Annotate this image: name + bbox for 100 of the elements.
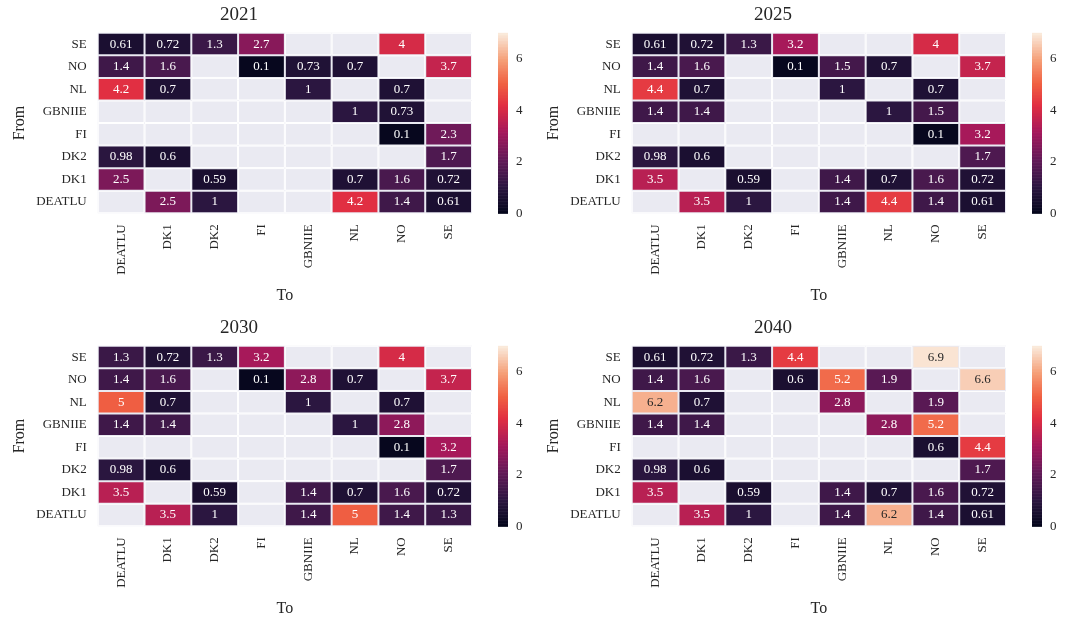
- data-label: 0.72: [971, 483, 994, 499]
- y-tick-label: DK2: [61, 461, 87, 477]
- data-label: 1: [885, 103, 893, 119]
- data-label: 5.2: [927, 416, 944, 432]
- data-label: 2.5: [159, 193, 177, 209]
- data-label: 1: [351, 103, 359, 119]
- data-label: 0.61: [643, 348, 667, 364]
- y-tick-label: SE: [605, 35, 621, 51]
- data-label: 0.59: [737, 483, 761, 499]
- data-label: 5: [117, 393, 125, 409]
- y-tick-label: NO: [67, 58, 87, 74]
- data-label: 3.2: [253, 348, 270, 364]
- data-label: 0.72: [437, 170, 460, 186]
- data-label: 0.72: [156, 35, 180, 51]
- data-label: 2.8: [880, 416, 898, 432]
- data-label: 2.7: [253, 35, 271, 51]
- x-tick-label: NO: [393, 224, 409, 244]
- color-bar-label: 2: [516, 466, 523, 482]
- data-label: 0.7: [693, 393, 711, 409]
- y-tick-label: NO: [67, 371, 87, 387]
- data-label: 0.1: [393, 438, 410, 454]
- data-label: 0.98: [109, 461, 133, 477]
- data-label: 1.6: [393, 170, 411, 186]
- data-label: 0.59: [737, 170, 761, 186]
- data-label: 3.2: [974, 125, 991, 141]
- data-label: 0.72: [971, 170, 994, 186]
- data-label: 1.3: [440, 506, 457, 522]
- data-label: 0.61: [971, 506, 994, 522]
- y-tick-label: SE: [605, 348, 621, 364]
- color-bar-label: 0: [516, 204, 523, 220]
- data-label: 1.4: [300, 506, 317, 522]
- y-tick-label: DEATLU: [570, 193, 622, 209]
- data-label: 1.4: [834, 193, 851, 209]
- data-label: 1: [305, 80, 312, 96]
- data-label: 1.4: [834, 170, 851, 186]
- data-label: 1.6: [393, 483, 411, 499]
- data-label: 3.7: [440, 58, 458, 74]
- data-label: 0.59: [203, 483, 227, 499]
- chart-title: 2040: [754, 316, 792, 338]
- color-bar-label: 2: [516, 153, 523, 169]
- y-tick-label: DK2: [61, 148, 87, 164]
- x-tick-label: FI: [786, 224, 802, 236]
- data-label: 0.7: [346, 58, 364, 74]
- data-label: 0.61: [643, 35, 667, 51]
- data-label: 1.4: [393, 193, 411, 209]
- data-label: 1: [351, 416, 359, 432]
- data-label: 1.7: [974, 461, 992, 477]
- data-label: 1.4: [113, 58, 130, 74]
- color-bar-label: 2: [1050, 153, 1057, 169]
- x-tick-label: FI: [252, 224, 268, 236]
- x-tick-label: DEATLU: [646, 223, 662, 275]
- data-label: 3.7: [974, 58, 992, 74]
- x-axis-title: To: [810, 598, 828, 616]
- data-label: 1.4: [647, 371, 664, 387]
- y-tick-label: GBNIIE: [42, 103, 87, 119]
- data-label: 3.5: [693, 506, 711, 522]
- data-label: 0.7: [159, 393, 177, 409]
- color-bar-label: 0: [1050, 517, 1057, 533]
- data-label: 1.6: [159, 58, 177, 74]
- y-tick-label: GBNIIE: [42, 416, 87, 432]
- data-label: 1.4: [113, 371, 130, 387]
- data-label: 0.7: [927, 80, 945, 96]
- data-label: 0.6: [927, 438, 945, 454]
- data-label: 1.7: [440, 461, 458, 477]
- x-tick-label: DK2: [740, 224, 756, 250]
- data-label: 0.73: [390, 103, 414, 119]
- y-tick-label: NL: [69, 393, 87, 409]
- data-label: 1.4: [693, 103, 711, 119]
- data-label: 1.3: [206, 348, 223, 364]
- data-label: 0.6: [693, 148, 711, 164]
- data-label: 0.61: [971, 193, 994, 209]
- data-label: 6.2: [880, 506, 898, 522]
- data-label: 6.9: [927, 348, 944, 364]
- y-tick-label: NO: [601, 58, 621, 74]
- data-label: 6.2: [647, 393, 664, 409]
- data-label: 2.5: [113, 170, 130, 186]
- data-label: 0.61: [109, 35, 133, 51]
- y-tick-label: GBNIIE: [576, 103, 621, 119]
- data-label: 1.3: [206, 35, 223, 51]
- y-tick-label: FI: [609, 438, 621, 454]
- x-tick-label: DK1: [159, 537, 175, 563]
- data-label: 1.4: [159, 416, 177, 432]
- data-label: 2.8: [834, 393, 851, 409]
- x-tick-label: DK1: [693, 537, 709, 563]
- data-label: 2.8: [393, 416, 410, 432]
- data-label: 1: [305, 393, 312, 409]
- data-label: 1: [839, 80, 846, 96]
- data-label: 1.9: [927, 393, 944, 409]
- data-label: 1: [211, 193, 218, 209]
- data-label: 3.2: [440, 438, 457, 454]
- y-tick-label: NL: [603, 80, 621, 96]
- chart-title: 2025: [754, 3, 792, 25]
- data-label: 0.7: [693, 80, 711, 96]
- color-bar-label: 4: [1050, 414, 1057, 430]
- y-tick-label: SE: [71, 348, 87, 364]
- y-tick-label: FI: [75, 438, 87, 454]
- data-label: 5.2: [834, 371, 851, 387]
- data-label: 1.3: [740, 348, 757, 364]
- y-axis-title: From: [543, 105, 561, 141]
- x-tick-label: GBNIIE: [299, 224, 315, 269]
